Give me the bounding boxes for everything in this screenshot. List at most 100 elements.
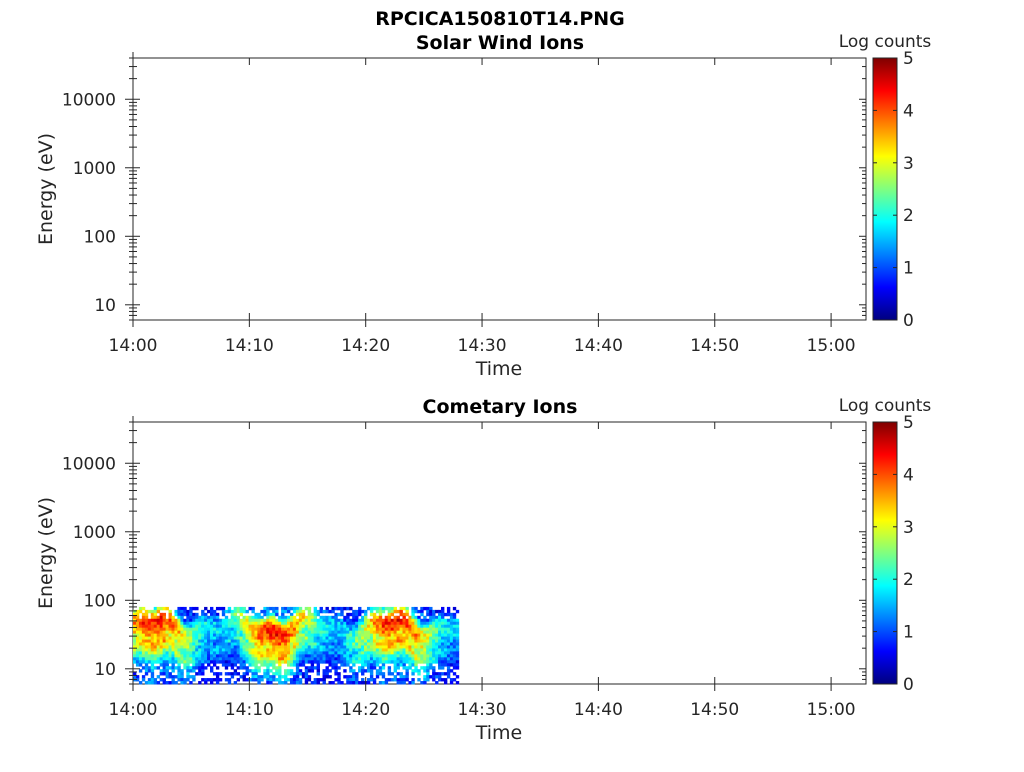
heatmap-cell bbox=[375, 645, 380, 649]
heatmap-cell bbox=[429, 609, 433, 614]
heatmap-cell bbox=[369, 630, 374, 634]
heatmap-cell bbox=[334, 660, 338, 664]
heatmap-cell bbox=[275, 618, 279, 623]
heatmap-cell bbox=[242, 660, 246, 664]
heatmap-cell bbox=[319, 642, 323, 646]
heatmap-cell bbox=[269, 648, 273, 652]
heatmap-cell bbox=[384, 657, 389, 661]
heatmap-cell bbox=[390, 624, 395, 629]
heatmap-cell bbox=[201, 663, 205, 667]
heatmap-cell bbox=[218, 654, 223, 658]
heatmap-cell bbox=[343, 639, 347, 643]
heatmap-cell bbox=[165, 681, 169, 685]
heatmap-cell bbox=[150, 642, 155, 646]
heatmap-cell bbox=[449, 633, 454, 637]
heatmap-cell bbox=[287, 660, 291, 664]
heatmap-cell bbox=[133, 645, 137, 649]
heatmap-cell bbox=[269, 660, 273, 664]
heatmap-cell bbox=[417, 630, 421, 634]
heatmap-cell bbox=[236, 618, 241, 623]
x-axis-label: Time bbox=[475, 722, 523, 744]
heatmap-cell bbox=[349, 642, 353, 646]
heatmap-cell bbox=[198, 654, 202, 658]
heatmap-cell bbox=[435, 648, 439, 652]
heatmap-cell bbox=[159, 669, 164, 673]
heatmap-cell bbox=[245, 678, 249, 682]
heatmap-cell bbox=[236, 654, 241, 658]
heatmap-cell bbox=[420, 666, 424, 670]
heatmap-cell bbox=[292, 645, 297, 649]
heatmap-cell bbox=[331, 648, 335, 652]
heatmap-cell bbox=[224, 636, 229, 640]
heatmap-cell bbox=[423, 657, 427, 661]
heatmap-cell bbox=[236, 648, 241, 652]
heatmap-cell bbox=[180, 642, 184, 646]
heatmap-cell bbox=[201, 624, 205, 629]
heatmap-cell bbox=[180, 678, 184, 682]
heatmap-cell bbox=[210, 660, 214, 664]
heatmap-cell bbox=[224, 663, 229, 667]
heatmap-cell bbox=[171, 660, 175, 664]
heatmap-cell bbox=[159, 636, 164, 640]
heatmap-cell bbox=[245, 615, 249, 620]
heatmap-cell bbox=[177, 615, 181, 620]
heatmap-cell bbox=[254, 672, 258, 676]
heatmap-cell bbox=[275, 651, 279, 655]
heatmap-cell bbox=[162, 615, 166, 620]
heatmap-cell bbox=[455, 681, 460, 685]
heatmap-cell bbox=[310, 615, 315, 620]
heatmap-cell bbox=[212, 645, 217, 649]
heatmap-cell bbox=[150, 636, 155, 640]
heatmap-cell bbox=[257, 618, 261, 623]
heatmap-cell bbox=[165, 630, 169, 634]
heatmap-cell bbox=[150, 675, 155, 679]
heatmap-cell bbox=[150, 645, 155, 649]
heatmap-cell bbox=[358, 639, 362, 643]
heatmap-cell bbox=[272, 633, 276, 637]
heatmap-cell bbox=[340, 642, 344, 646]
heatmap-cell bbox=[375, 657, 380, 661]
heatmap-cell bbox=[343, 660, 347, 664]
heatmap-cell bbox=[269, 651, 273, 655]
heatmap-cell bbox=[201, 657, 205, 661]
heatmap-cell bbox=[263, 633, 267, 637]
heatmap-cell bbox=[441, 615, 445, 620]
heatmap-cell bbox=[319, 678, 323, 682]
heatmap-cell bbox=[168, 657, 172, 661]
heatmap-cell bbox=[304, 636, 309, 640]
heatmap-cell bbox=[316, 657, 320, 661]
panel-title: Cometary Ions bbox=[423, 396, 578, 418]
heatmap-cell bbox=[301, 633, 306, 637]
heatmap-cell bbox=[352, 609, 356, 614]
heatmap-cell bbox=[435, 624, 439, 629]
heatmap-cell bbox=[375, 633, 380, 637]
heatmap-cell bbox=[278, 645, 282, 649]
heatmap-cell bbox=[387, 618, 392, 623]
heatmap-cell bbox=[346, 657, 350, 661]
heatmap-cell bbox=[153, 606, 158, 611]
heatmap-cell bbox=[387, 630, 392, 634]
heatmap-cell bbox=[316, 645, 320, 649]
heatmap-cell bbox=[420, 660, 424, 664]
heatmap-cell bbox=[207, 654, 211, 658]
heatmap-cell bbox=[281, 681, 285, 685]
heatmap-cell bbox=[251, 648, 255, 652]
heatmap-cell bbox=[393, 621, 397, 626]
heatmap-cell bbox=[361, 660, 365, 664]
heatmap-cell bbox=[233, 681, 238, 685]
heatmap-cell bbox=[133, 612, 137, 617]
heatmap-cell bbox=[230, 612, 235, 617]
heatmap-cell bbox=[295, 624, 300, 629]
heatmap-cell bbox=[278, 627, 282, 632]
heatmap-cell bbox=[189, 675, 193, 679]
heatmap-cell bbox=[432, 672, 436, 676]
heatmap-cell bbox=[446, 651, 451, 655]
heatmap-cell bbox=[144, 651, 149, 655]
heatmap-cell bbox=[426, 624, 430, 629]
heatmap-cell bbox=[396, 618, 400, 623]
heatmap-cell bbox=[275, 678, 279, 682]
heatmap-cell bbox=[405, 639, 409, 643]
heatmap-cell bbox=[316, 666, 320, 670]
heatmap-cell bbox=[381, 663, 386, 667]
heatmap-cell bbox=[272, 663, 276, 667]
